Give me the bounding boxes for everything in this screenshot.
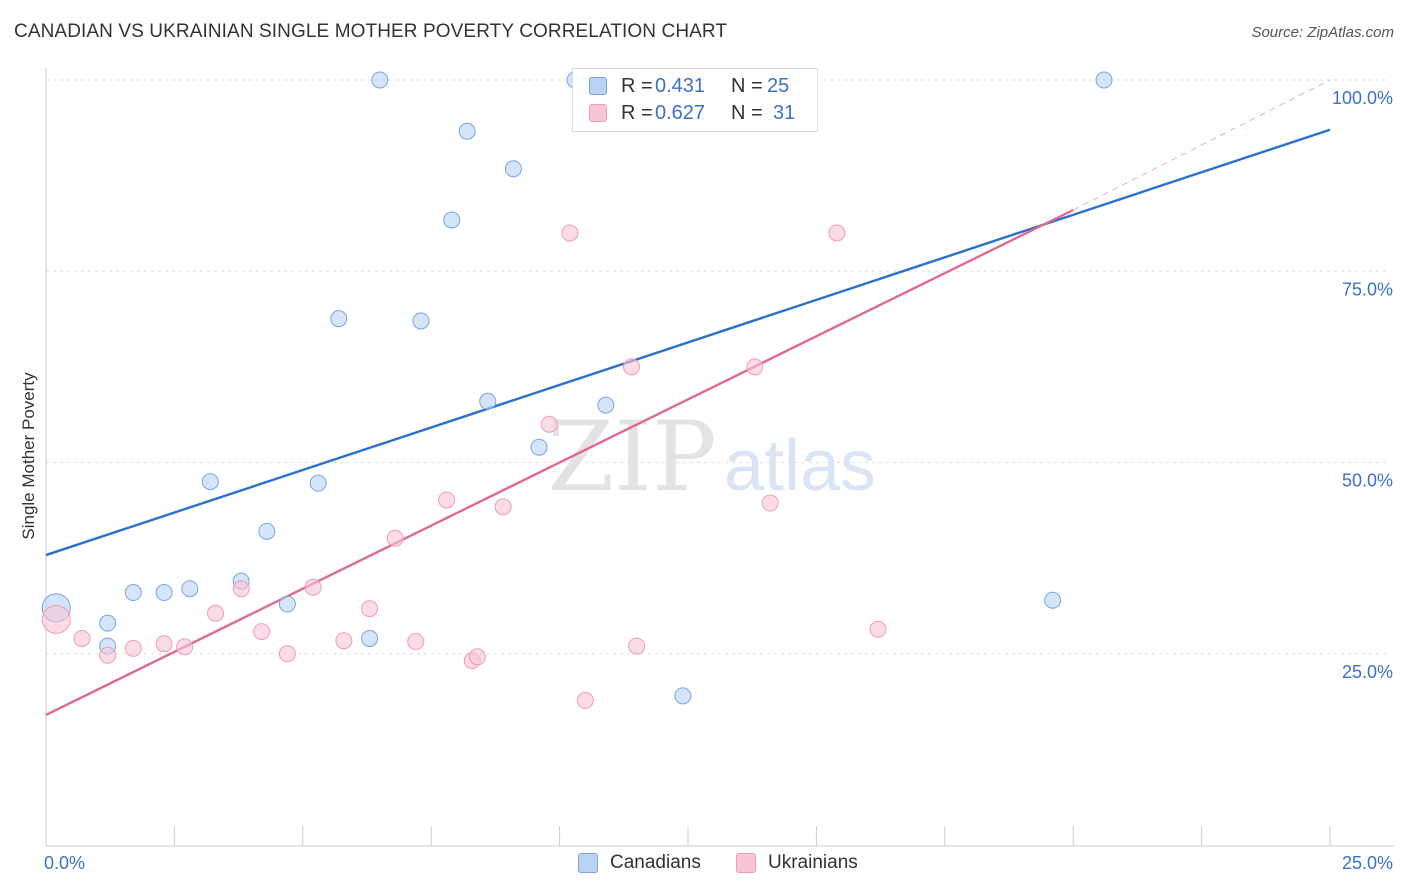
ukrainians-point xyxy=(407,633,425,651)
canadians-point xyxy=(597,396,615,414)
x-tick-label: 0.0% xyxy=(44,853,85,873)
canadians-point xyxy=(330,310,348,328)
bottom-legend-label-ukrainians: Ukrainians xyxy=(768,852,858,873)
ukrainians-point xyxy=(124,639,142,657)
canadians-point xyxy=(412,312,430,330)
legend-n-value: 25 xyxy=(767,75,790,97)
y-tick-label: 25.0% xyxy=(1342,662,1393,682)
ukrainians-point xyxy=(99,646,117,664)
watermark-zip: ZIP xyxy=(547,401,716,513)
ukrainians-point xyxy=(278,645,296,663)
ukrainians-point xyxy=(176,638,194,656)
legend-r-value: 0.431 xyxy=(655,75,706,97)
legend-swatch-ukrainians xyxy=(589,104,607,122)
ukrainians-trend-line xyxy=(45,208,1074,717)
canadians-point xyxy=(278,595,296,613)
ukrainians-point xyxy=(561,224,579,242)
ukrainians-point xyxy=(494,498,512,516)
canadians-point xyxy=(201,473,219,491)
canadians-point xyxy=(155,584,173,602)
canadians-point xyxy=(361,629,379,647)
canadians-point xyxy=(530,438,548,456)
ukrainians-point xyxy=(540,415,558,433)
canadians-point xyxy=(504,160,522,178)
ukrainians-trend-extension xyxy=(1072,79,1331,211)
ukrainians-point xyxy=(438,491,456,509)
canadians-point xyxy=(124,584,142,602)
legend-r-label: R = xyxy=(621,75,653,97)
canadians-point xyxy=(309,474,327,492)
ukrainians-point xyxy=(623,358,641,376)
data-points xyxy=(41,71,1113,709)
ukrainians-point xyxy=(576,691,594,709)
legend-n-value: 31 xyxy=(773,102,796,124)
legend-r-label: R = xyxy=(621,102,653,124)
y-tick-label: 75.0% xyxy=(1342,279,1393,299)
grid-lines xyxy=(46,79,1390,655)
legend-n-label: N = xyxy=(731,75,763,97)
ukrainians-point xyxy=(869,620,887,638)
ukrainians-point xyxy=(232,580,250,598)
canadians-point xyxy=(371,71,389,89)
source-label: Source: ZipAtlas.com xyxy=(1251,24,1394,41)
y-axis-label: Single Mother Poverty xyxy=(19,372,38,540)
ukrainians-point xyxy=(361,600,379,618)
watermark: ZIP atlas xyxy=(547,401,876,513)
legend: R = 0.431 N = 25 R = 0.627 N = 31 xyxy=(572,68,818,132)
legend-n-label: N = xyxy=(731,102,763,124)
canadians-point xyxy=(443,211,461,229)
canadians-trend-line xyxy=(45,128,1331,557)
bottom-legend-label-canadians: Canadians xyxy=(610,852,701,873)
canadians-point xyxy=(1044,591,1062,609)
ukrainians-point xyxy=(335,632,353,650)
ukrainians-point xyxy=(155,635,173,653)
y-tick-label: 100.0% xyxy=(1332,88,1393,108)
ukrainians-point xyxy=(304,578,322,596)
ukrainians-point xyxy=(73,629,91,647)
canadians-point xyxy=(99,614,117,632)
ukrainians-point xyxy=(828,224,846,242)
x-tick-label: 25.0% xyxy=(1342,853,1393,873)
canadians-point xyxy=(674,687,692,705)
canadians-point xyxy=(1095,71,1113,89)
ukrainians-point xyxy=(206,604,224,622)
ukrainians-point xyxy=(386,529,404,547)
bottom-legend-swatch-canadians xyxy=(578,853,598,873)
ukrainians-point xyxy=(628,637,646,655)
canadians-point xyxy=(479,392,497,410)
canadians-point xyxy=(181,580,199,598)
trend-lines xyxy=(45,79,1331,717)
ukrainians-point xyxy=(253,623,271,641)
tick-labels: 25.0% 50.0% 75.0% 100.0% 0.0% 25.0% xyxy=(44,88,1393,873)
axes xyxy=(45,68,1394,847)
bottom-legend-swatch-ukrainians xyxy=(736,853,756,873)
chart-title: CANADIAN VS UKRAINIAN SINGLE MOTHER POVE… xyxy=(14,21,728,42)
ukrainians-point xyxy=(41,604,71,634)
ukrainians-point xyxy=(761,494,779,512)
legend-swatch-canadians xyxy=(589,77,607,95)
watermark-atlas: atlas xyxy=(724,426,876,506)
canadians-point xyxy=(258,522,276,540)
canadians-point xyxy=(458,122,476,140)
ukrainians-point xyxy=(468,648,486,666)
y-tick-label: 50.0% xyxy=(1342,471,1393,491)
legend-r-value: 0.627 xyxy=(655,102,706,124)
ukrainians-point xyxy=(746,358,764,376)
